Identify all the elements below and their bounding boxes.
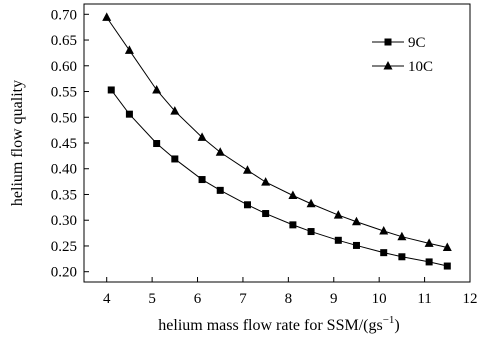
y-tick-label-0.20: 0.20 — [51, 265, 77, 281]
data-point-9c-15 — [443, 262, 451, 270]
legend-label-9c: 9C — [408, 35, 426, 51]
data-point-10c-13 — [397, 231, 407, 241]
y-axis-title: helium flow quality — [9, 80, 26, 206]
legend-marker-10c — [383, 61, 393, 70]
y-tick-label-0.60: 0.60 — [51, 59, 77, 75]
data-point-10c-2 — [152, 84, 162, 94]
y-tick-label-0.55: 0.55 — [51, 85, 77, 101]
data-point-10c-0 — [102, 12, 112, 21]
x-tick-label-10: 10 — [372, 291, 387, 307]
data-point-10c-3 — [170, 106, 180, 115]
data-point-10c-7 — [261, 177, 271, 186]
legend: 9C 10C — [372, 35, 433, 75]
data-point-10c-5 — [215, 147, 225, 156]
legend-marker-9c — [384, 38, 392, 46]
data-point-10c-9 — [306, 198, 316, 208]
data-point-9c-0 — [107, 86, 115, 94]
y-tick-label-0.30: 0.30 — [51, 213, 77, 229]
axis-ticks — [84, 13, 471, 282]
data-point-10c-11 — [351, 216, 361, 226]
data-point-9c-7 — [262, 210, 270, 218]
x-tick-label-9: 9 — [330, 291, 338, 307]
x-tick-label-8: 8 — [285, 291, 293, 307]
y-tick-label-0.25: 0.25 — [51, 239, 77, 255]
data-point-9c-14 — [425, 258, 433, 266]
data-point-9c-1 — [125, 110, 133, 118]
data-point-10c-14 — [424, 238, 434, 247]
x-tick-label-12: 12 — [463, 291, 478, 307]
data-point-10c-12 — [379, 226, 389, 235]
x-axis-title-close: ) — [394, 317, 399, 334]
data-point-9c-9 — [307, 228, 315, 236]
y-tick-label-0.40: 0.40 — [51, 162, 77, 178]
y-tick-label-0.65: 0.65 — [51, 33, 77, 49]
data-point-10c-8 — [288, 190, 298, 200]
x-axis-title: helium mass flow rate for SSM/(gs−1) — [158, 314, 399, 334]
x-tick-label-7: 7 — [239, 291, 247, 307]
data-point-9c-11 — [352, 241, 360, 249]
legend-label-10c: 10C — [408, 59, 433, 75]
data-point-10c-1 — [124, 45, 134, 54]
data-point-10c-10 — [333, 210, 343, 219]
data-point-9c-2 — [153, 140, 161, 148]
x-axis-title-superscript: −1 — [383, 314, 395, 326]
x-tick-label-4: 4 — [103, 291, 111, 307]
data-point-9c-8 — [289, 221, 297, 229]
series-line-10c — [106, 17, 448, 248]
y-tick-label-0.35: 0.35 — [51, 187, 77, 203]
data-point-9c-10 — [334, 236, 342, 244]
data-point-9c-4 — [198, 176, 206, 184]
data-point-10c-6 — [242, 165, 252, 174]
data-point-10c-4 — [197, 132, 207, 141]
data-point-9c-12 — [380, 249, 388, 257]
x-tick-label-11: 11 — [417, 291, 431, 307]
data-point-9c-5 — [216, 186, 224, 194]
y-tick-label-0.70: 0.70 — [51, 7, 77, 23]
y-tick-label-0.50: 0.50 — [51, 110, 77, 126]
y-tick-label-0.45: 0.45 — [51, 136, 77, 152]
x-tick-label-5: 5 — [148, 291, 156, 307]
series-line-9c — [110, 89, 448, 267]
data-point-9c-13 — [398, 253, 406, 261]
data-point-10c-15 — [442, 242, 452, 252]
series-9c — [107, 86, 451, 270]
x-tick-label-6: 6 — [194, 291, 202, 307]
tick-labels: 4 5 6 7 8 9 10 11 12 0.20 0.25 0.30 0.35 0.40 0.45 0.50… — [51, 7, 478, 307]
data-point-9c-3 — [171, 155, 179, 163]
x-axis-title-main: helium mass flow rate for SSM/(gs — [158, 317, 382, 334]
data-point-9c-6 — [243, 201, 251, 209]
series-lines — [102, 12, 452, 270]
series-10c — [102, 12, 452, 252]
